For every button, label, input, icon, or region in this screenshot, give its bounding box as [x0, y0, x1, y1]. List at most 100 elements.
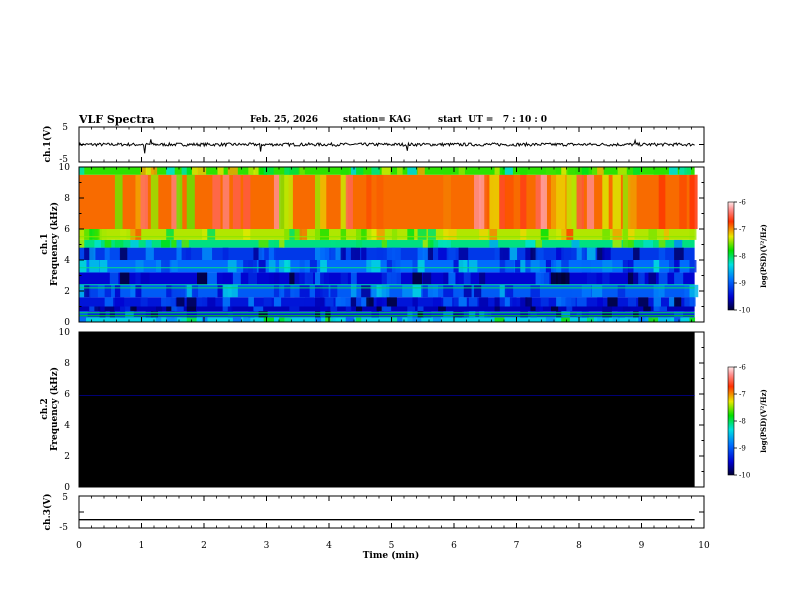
spectrogram-cell	[186, 297, 197, 307]
spectrogram-cell	[330, 247, 337, 260]
spectrogram-cell	[207, 297, 216, 307]
spectrogram-cell	[407, 317, 416, 322]
spectrogram-cell	[643, 317, 652, 322]
spectrogram-cell	[530, 284, 540, 298]
spectrogram-cell	[150, 174, 159, 229]
spectrogram-cell	[674, 311, 684, 318]
spectrogram-cell	[653, 260, 660, 273]
spectrogram-cell	[489, 174, 500, 229]
spectrogram-cell	[576, 247, 585, 260]
spectrogram-cell	[602, 272, 610, 285]
spectrogram-cell	[202, 247, 213, 260]
ytick-label: 6	[64, 225, 70, 235]
spectrogram-cell	[463, 311, 474, 318]
spectrogram-cell	[140, 297, 148, 307]
spectrogram-cell	[350, 297, 357, 307]
spectrogram-cell	[530, 311, 537, 318]
spectrogram-cell	[268, 272, 279, 285]
spectrogram-cell	[258, 260, 266, 273]
spectrogram-cell	[515, 260, 521, 273]
spectrogram-cell	[284, 167, 291, 175]
spectrogram-cell	[335, 247, 343, 260]
spectrogram-cell	[381, 306, 392, 312]
spectrogram-cell	[499, 247, 509, 260]
spectrogram-cell	[494, 297, 500, 307]
spectrogram-cell	[79, 247, 89, 260]
spectrogram-cell	[627, 167, 637, 175]
spectrogram-cell	[356, 229, 366, 240]
spectrogram-cell	[232, 317, 242, 322]
spectrogram-cell	[376, 247, 384, 260]
spectrogram-cell	[248, 297, 254, 307]
spectrogram-cell	[530, 247, 538, 260]
spectrogram-cell	[397, 317, 403, 322]
spectrogram-cell	[166, 306, 175, 312]
spectrogram-cell	[586, 174, 595, 229]
spectrogram-cell	[581, 284, 592, 298]
spectrogram-cell	[345, 247, 355, 260]
spectrogram-cell	[140, 272, 150, 285]
spectrogram-cell	[89, 229, 98, 240]
spectrogram-cell	[120, 272, 130, 285]
spectrogram-cell	[458, 260, 468, 273]
spectrogram-cell	[443, 297, 453, 307]
spectrogram-cell	[104, 247, 110, 260]
spectrogram-cell	[84, 229, 93, 240]
spectrogram-cell	[258, 167, 268, 175]
spectrogram-cell	[499, 297, 510, 307]
ch3-wave-ylabel: ch.3(V)	[42, 494, 53, 531]
spectrogram-cell	[530, 260, 540, 273]
spectrogram-cell	[458, 167, 465, 175]
spectrogram-cell	[653, 167, 660, 175]
spectrogram-cell	[248, 311, 255, 318]
ch1-spec-ylabel-channel: ch.1	[40, 233, 50, 254]
spectrogram-cell	[658, 306, 668, 312]
spectrogram-cell	[345, 174, 353, 229]
spectrogram-cell	[279, 239, 285, 248]
spectrogram-cell	[427, 284, 439, 298]
spectrogram-cell	[422, 284, 433, 298]
ch2-spectrogram-panel: 0 2 4 6 8 10 ch.2 Frequency (kHz) -6 -7 -8 -9 -10…	[40, 328, 768, 493]
spectrogram-cell	[597, 247, 605, 260]
spectrogram-cell	[356, 297, 366, 307]
spectrogram-cell	[350, 247, 361, 260]
spectrogram-cell	[320, 260, 327, 273]
spectrogram-cell	[89, 247, 96, 260]
ch1-wave-ytick-bottom: -5	[59, 155, 68, 165]
spectrogram-cell	[243, 260, 253, 273]
spectrogram-cell	[186, 167, 194, 175]
spectrogram-cell	[325, 311, 331, 318]
spectrogram-cell	[602, 229, 610, 240]
ch2-colorbar	[727, 366, 735, 476]
spectrogram-cell	[171, 284, 181, 298]
spectrogram-cell	[114, 311, 126, 318]
spectrogram-cell	[479, 297, 489, 307]
spectrogram-cell	[581, 247, 591, 260]
spectrogram-cell	[166, 284, 173, 298]
spectrogram-cell	[130, 229, 137, 240]
colorbar-tick-label: -10	[739, 472, 750, 480]
spectrogram-cell	[361, 297, 369, 307]
spectrogram-cell	[556, 297, 566, 307]
spectrogram-cell	[335, 297, 346, 307]
spectrogram-cell	[499, 167, 506, 175]
spectrogram-cell	[576, 297, 587, 307]
spectrogram-cell	[422, 247, 430, 260]
ch1-colorbar-ticks: -6 -7 -8 -9 -10	[734, 199, 750, 315]
spectrogram-cell	[617, 167, 627, 175]
spectrogram-cell	[263, 167, 274, 175]
spectrogram-cell	[248, 167, 256, 175]
spectrogram-cell	[130, 284, 138, 298]
ytick-label: 2	[64, 287, 70, 297]
spectrogram-cell	[176, 297, 185, 307]
spectrogram-cell	[556, 260, 564, 273]
spectrogram-cell	[494, 167, 503, 175]
spectrogram-cell	[196, 297, 206, 307]
spectrogram-cell	[458, 247, 469, 260]
spectrogram-cell	[561, 317, 570, 322]
spectrogram-cell	[643, 239, 654, 248]
spectrogram-cell	[104, 239, 112, 248]
spectrogram-cell	[268, 247, 276, 260]
spectrogram-cell	[689, 317, 696, 322]
spectrogram-cell	[463, 284, 472, 298]
